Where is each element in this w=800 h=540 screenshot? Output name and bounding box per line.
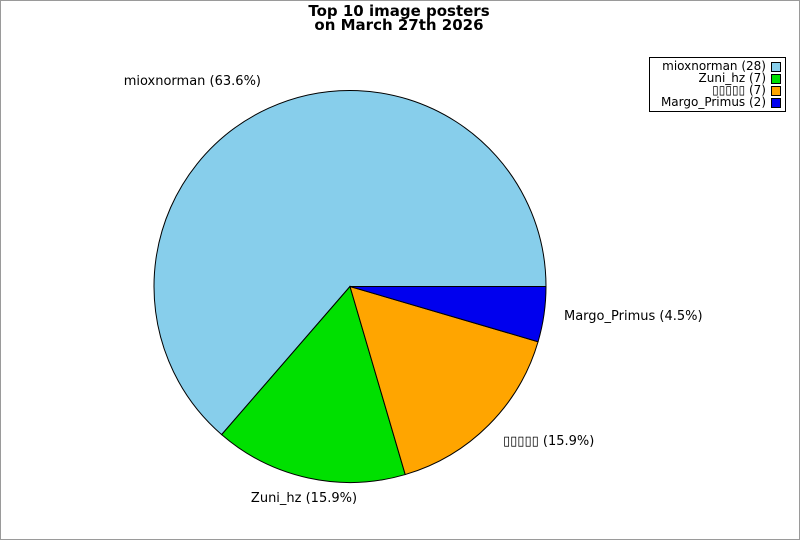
legend-item-missing-glyphs: ▯▯▯▯▯ (7) [654,83,781,97]
legend-box: mioxnorman (28) Zuni_hz (7) ▯▯▯▯▯ (7) Ma… [649,57,786,112]
legend-swatch-margo-primus [771,97,781,108]
legend-item-mioxnorman: mioxnorman (28) [654,59,781,73]
slice-label-margo-primus: Margo_Primus (4.5%) [564,309,703,324]
pie-slice-▯▯▯▯▯ [349,285,539,476]
legend-label: mioxnorman (28) [662,59,766,73]
legend-item-margo-primus: Margo_Primus (2) [654,95,781,109]
pie-slice-Zuni_hz [220,285,406,483]
legend-label: ▯▯▯▯▯ (7) [712,83,766,97]
pie-slice-mioxnorman [153,90,547,436]
legend-label: Margo_Primus (2) [660,95,766,109]
legend-swatch-zuni-hz [771,73,781,84]
chart-title: Top 10 image posters on March 27th 2026 [1,2,797,34]
chart-title-line1: Top 10 image posters [308,2,490,20]
slice-label-missing-glyphs: ▯▯▯▯▯ (15.9%) [503,434,595,449]
chart-title-line2: on March 27th 2026 [314,16,484,34]
slice-label-mioxnorman: mioxnorman (63.6%) [123,74,261,89]
pie-slice-Margo_Primus [349,286,547,343]
legend-swatch-mioxnorman [771,61,781,72]
legend-label: Zuni_hz (7) [698,71,766,85]
legend-item-zuni-hz: Zuni_hz (7) [654,71,781,85]
legend-swatch-missing-glyphs [771,85,781,96]
slice-label-zuni-hz: Zuni_hz (15.9%) [250,491,358,506]
